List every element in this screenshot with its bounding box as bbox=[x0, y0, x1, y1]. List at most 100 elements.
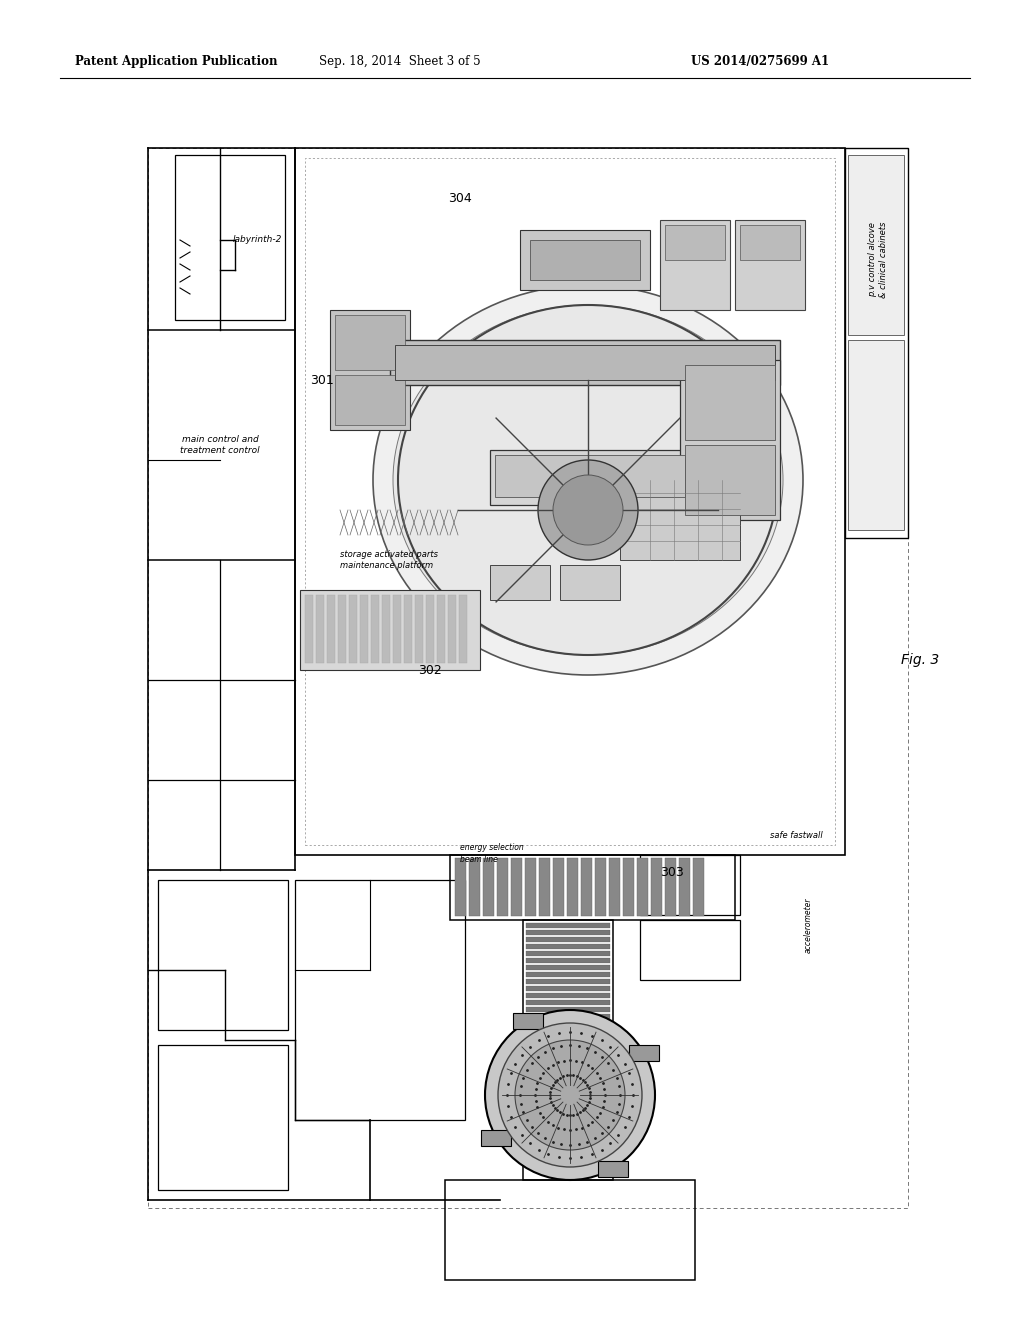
Bar bbox=[597, 1160, 628, 1176]
Bar bbox=[305, 595, 313, 663]
Bar bbox=[175, 154, 285, 319]
Bar bbox=[693, 858, 705, 916]
Bar bbox=[609, 858, 620, 916]
Bar bbox=[526, 1092, 610, 1096]
Circle shape bbox=[553, 475, 623, 545]
Bar bbox=[526, 1007, 610, 1012]
Bar bbox=[390, 341, 780, 385]
Bar bbox=[490, 450, 690, 506]
Bar bbox=[680, 360, 780, 520]
Bar bbox=[553, 858, 564, 916]
Bar bbox=[620, 480, 740, 560]
Circle shape bbox=[485, 1010, 655, 1180]
Bar bbox=[526, 1001, 610, 1005]
Bar bbox=[623, 858, 634, 916]
Text: Fig. 3: Fig. 3 bbox=[901, 653, 939, 667]
Bar bbox=[158, 1045, 288, 1191]
Bar bbox=[526, 923, 610, 928]
Bar bbox=[526, 1126, 610, 1131]
Bar bbox=[735, 220, 805, 310]
Text: 303: 303 bbox=[660, 866, 684, 879]
Bar bbox=[415, 595, 423, 663]
Bar bbox=[526, 1028, 610, 1034]
Bar bbox=[158, 880, 288, 1030]
Bar bbox=[497, 858, 508, 916]
Bar bbox=[495, 455, 685, 498]
Bar bbox=[848, 341, 904, 531]
Bar bbox=[526, 986, 610, 991]
Bar bbox=[450, 855, 735, 920]
Text: p.v control alcove
& clinical cabinets: p.v control alcove & clinical cabinets bbox=[868, 222, 888, 298]
Bar bbox=[679, 858, 690, 916]
Bar bbox=[845, 148, 908, 539]
Bar bbox=[526, 1056, 610, 1061]
Bar bbox=[520, 230, 650, 290]
Text: 302: 302 bbox=[418, 664, 442, 676]
Text: 301: 301 bbox=[310, 374, 334, 387]
Bar bbox=[651, 858, 662, 916]
Bar bbox=[295, 148, 845, 855]
Bar bbox=[526, 972, 610, 977]
Bar bbox=[523, 920, 613, 1180]
Bar bbox=[526, 1133, 610, 1138]
Bar bbox=[526, 979, 610, 983]
Bar bbox=[526, 1098, 610, 1104]
Bar bbox=[665, 224, 725, 260]
Text: Sep. 18, 2014  Sheet 3 of 5: Sep. 18, 2014 Sheet 3 of 5 bbox=[319, 55, 481, 69]
Bar bbox=[393, 595, 401, 663]
Bar bbox=[445, 1180, 695, 1280]
Bar bbox=[349, 595, 357, 663]
Bar bbox=[511, 858, 522, 916]
Circle shape bbox=[498, 1023, 642, 1167]
Bar bbox=[526, 1077, 610, 1082]
Circle shape bbox=[515, 1040, 625, 1150]
Bar bbox=[360, 595, 368, 663]
Bar bbox=[685, 445, 775, 515]
Bar bbox=[481, 1130, 511, 1146]
Ellipse shape bbox=[373, 285, 803, 675]
Bar bbox=[148, 148, 908, 1208]
Bar bbox=[335, 375, 406, 425]
Bar bbox=[526, 1105, 610, 1110]
Bar bbox=[526, 1140, 610, 1144]
Bar bbox=[526, 1071, 610, 1074]
Bar bbox=[660, 220, 730, 310]
Bar bbox=[526, 1014, 610, 1019]
Bar bbox=[526, 958, 610, 964]
Bar bbox=[640, 855, 740, 915]
Bar bbox=[338, 595, 346, 663]
Bar bbox=[395, 345, 775, 380]
Text: accelerometer: accelerometer bbox=[804, 898, 812, 953]
Bar bbox=[530, 240, 640, 280]
Bar bbox=[526, 1049, 610, 1053]
Bar bbox=[404, 595, 412, 663]
Bar bbox=[526, 1035, 610, 1040]
Text: main control and
treatment control: main control and treatment control bbox=[180, 436, 260, 454]
Text: safe fastwall: safe fastwall bbox=[770, 830, 822, 840]
Bar bbox=[525, 858, 536, 916]
Bar bbox=[449, 595, 456, 663]
Bar bbox=[455, 858, 466, 916]
Bar bbox=[629, 1044, 658, 1060]
Text: labyrinth-2: labyrinth-2 bbox=[232, 235, 282, 244]
Bar bbox=[567, 858, 578, 916]
Bar bbox=[295, 880, 465, 1119]
Bar bbox=[665, 858, 676, 916]
Bar bbox=[300, 590, 480, 671]
Bar bbox=[526, 1020, 610, 1026]
Text: US 2014/0275699 A1: US 2014/0275699 A1 bbox=[691, 55, 829, 69]
Bar bbox=[526, 993, 610, 998]
Bar bbox=[512, 1014, 543, 1030]
Bar bbox=[740, 224, 800, 260]
Bar bbox=[526, 944, 610, 949]
Bar bbox=[316, 595, 324, 663]
Text: energy selection: energy selection bbox=[460, 843, 523, 853]
Bar bbox=[526, 1041, 610, 1047]
Bar bbox=[637, 858, 648, 916]
Bar bbox=[335, 315, 406, 370]
Bar bbox=[526, 1119, 610, 1125]
Bar bbox=[539, 858, 550, 916]
Bar bbox=[526, 937, 610, 942]
Circle shape bbox=[538, 459, 638, 560]
Bar bbox=[581, 858, 592, 916]
